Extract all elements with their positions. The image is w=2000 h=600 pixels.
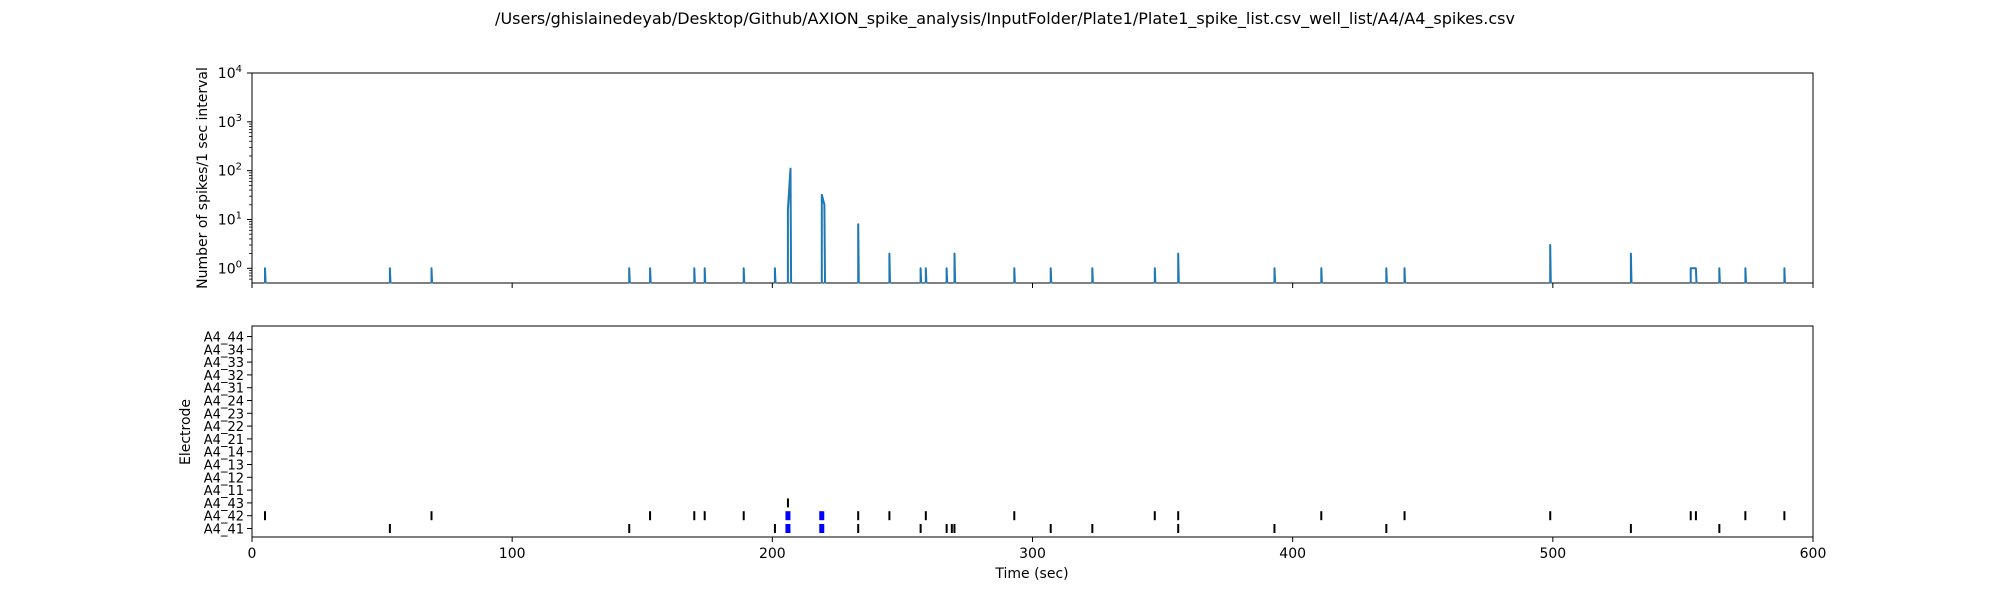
spike-count-y-ticks: 100 101 102 103 104 xyxy=(218,64,252,280)
spike-count-axes-frame xyxy=(251,72,1814,284)
time-tick-label: 200 xyxy=(759,546,786,562)
time-tick-label: 300 xyxy=(1019,546,1046,562)
raster-y-axis-label: Electrode xyxy=(178,399,194,465)
time-tick-label: 600 xyxy=(1800,546,1827,562)
time-tick-label: 0 xyxy=(248,546,257,562)
burst-mark xyxy=(819,511,825,521)
electrode-tick-label: A4_43 xyxy=(204,497,244,512)
y-tick-label: 102 xyxy=(218,162,242,180)
electrode-tick-label: A4_21 xyxy=(204,433,244,448)
electrode-tick-label: A4_24 xyxy=(204,395,244,410)
electrode-tick-label: A4_22 xyxy=(204,420,244,435)
electrode-tick-label: A4_14 xyxy=(204,446,244,461)
raster-x-axis-label: Time (sec) xyxy=(994,566,1068,582)
electrode-tick-label: A4_41 xyxy=(204,523,244,538)
y-tick-label: 103 xyxy=(218,113,242,131)
raster-axes-frame xyxy=(251,325,1814,538)
electrode-tick-label: A4_13 xyxy=(204,459,244,474)
time-tick-label: 400 xyxy=(1279,546,1306,562)
time-x-ticks: 0 100 200 300 400 500 600 xyxy=(248,537,1827,562)
figure-title: /Users/ghislainedeyab/Desktop/Github/AXI… xyxy=(495,9,1515,29)
electrode-tick-label: A4_33 xyxy=(204,356,244,371)
spike-count-x-ticks xyxy=(251,283,1814,288)
electrode-tick-label: A4_42 xyxy=(204,510,244,525)
time-tick-label: 100 xyxy=(499,546,526,562)
spike-count-panel: 100 101 102 103 104 Number of spikes/1 sec i… xyxy=(195,64,1814,289)
spike-count-y-axis-label: Number of spikes/1 sec interval xyxy=(195,67,211,289)
electrode-tick-label: A4_31 xyxy=(204,382,244,397)
spike-count-series-line xyxy=(264,167,1786,284)
y-tick-label: 101 xyxy=(218,210,242,228)
electrode-tick-label: A4_32 xyxy=(204,369,244,384)
y-tick-label: 104 xyxy=(218,64,242,82)
electrode-tick-label: A4_23 xyxy=(204,407,244,422)
raster-marks xyxy=(264,498,1786,533)
burst-mark xyxy=(785,524,791,533)
electrode-tick-label: A4_11 xyxy=(204,484,244,499)
electrode-tick-label: A4_44 xyxy=(204,331,244,346)
electrode-y-ticks: A4_41A4_42A4_43A4_11A4_12A4_13A4_14A4_21… xyxy=(204,331,252,538)
time-tick-label: 500 xyxy=(1539,546,1566,562)
raster-panel: A4_41A4_42A4_43A4_11A4_12A4_13A4_14A4_21… xyxy=(178,325,1827,582)
burst-mark xyxy=(785,511,791,521)
y-tick-label: 100 xyxy=(218,259,242,277)
electrode-tick-label: A4_34 xyxy=(204,343,244,358)
electrode-tick-label: A4_12 xyxy=(204,471,244,486)
burst-mark xyxy=(819,524,825,533)
